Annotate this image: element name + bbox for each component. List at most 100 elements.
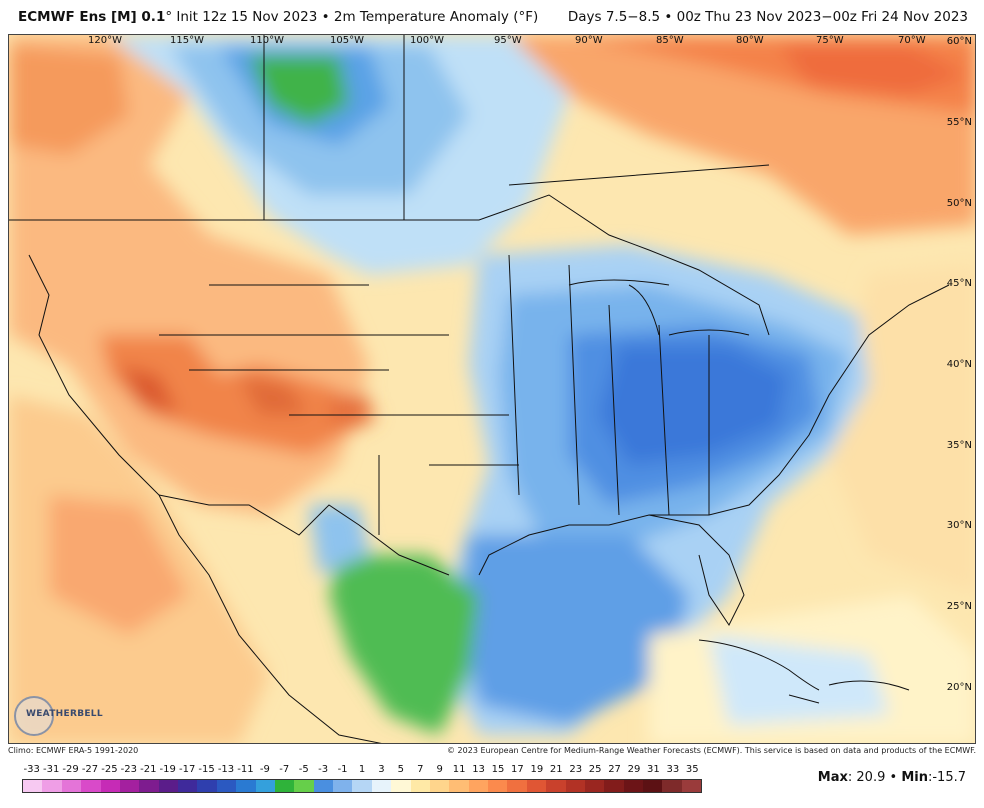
colorbar-tick-label: -13: [217, 764, 235, 775]
colorbar-swatch: [371, 780, 392, 792]
title-separator: •: [321, 9, 330, 25]
colorbar-swatch: [507, 780, 527, 792]
lon-label: 90°W: [575, 35, 603, 46]
colorbar-tick-label: -19: [159, 764, 176, 775]
colorbar-swatch: [81, 780, 101, 792]
colorbar-swatch: [623, 780, 643, 792]
colorbar-tick-label: -15: [198, 764, 215, 775]
colorbar-tick-label: -17: [178, 764, 196, 775]
lon-label: 120°W: [88, 35, 122, 46]
lon-label: 85°W: [656, 35, 684, 46]
lat-label: 45°N: [946, 278, 972, 289]
colorbar-tick-label: 17: [511, 764, 524, 775]
climo-credit: Climo: ECMWF ERA-5 1991-2020: [8, 746, 139, 755]
colorbar-tick-label: -25: [101, 764, 118, 775]
colorbar-tick-label: 23: [569, 764, 583, 775]
colorbar-tick-label: 9: [436, 764, 443, 775]
colorbar-tick-label: 27: [608, 764, 621, 775]
map-canvas: [9, 35, 975, 743]
colorbar-swatch: [429, 780, 450, 792]
init-text: Init 12z 15 Nov 2023: [176, 9, 318, 25]
colorbar-tick-label: 19: [530, 764, 544, 775]
colorbar-tick-label: -29: [62, 764, 79, 775]
variable-name: 2m Temperature Anomaly (°F): [333, 9, 539, 25]
colorbar-swatch: [488, 780, 508, 792]
colorbar-tick-label: -11: [237, 764, 254, 775]
colorbar-swatch: [294, 780, 314, 792]
max-value: 20.9: [856, 770, 886, 785]
colorbar-tick-label: 33: [666, 764, 680, 775]
min-label: Min: [901, 770, 928, 785]
colorbar-tick-label: 11: [452, 764, 466, 775]
credits-bar: Climo: ECMWF ERA-5 1991-2020 © 2023 Euro…: [8, 746, 976, 758]
lon-label: 75°W: [816, 35, 844, 46]
lon-label: 115°W: [170, 35, 204, 46]
colorbar-swatch: [352, 780, 372, 792]
lat-label: 50°N: [946, 198, 972, 209]
logo-text: WEATHERBELL: [26, 709, 103, 719]
colorbar-tick-label: -9: [259, 764, 270, 775]
lat-label: 55°N: [946, 117, 972, 128]
map-title: ECMWF Ens [M] 0.1° Init 12z 15 Nov 2023 …: [18, 0, 538, 34]
colorbar-swatch: [119, 780, 140, 792]
colorbar-tick-label: 29: [627, 764, 641, 775]
colorbar-tick-label: 7: [417, 764, 424, 775]
colorbar-swatch: [584, 780, 605, 792]
colorbar-tick-label: 5: [397, 764, 405, 775]
colorbar-tick-label: -33: [23, 764, 40, 775]
ecmwf-copyright: © 2023 European Centre for Medium-Range …: [447, 746, 976, 755]
colorbar-tick-label: 15: [491, 764, 505, 775]
colorbar-tick-label: 21: [549, 764, 563, 775]
lat-label: 35°N: [946, 440, 972, 451]
colorbar-labels: -33 -31 -29 -27 -25 -23 -21 -19 -17 -15 -13 -11 -9 -7…: [8, 764, 708, 778]
weatherbell-logo: WEATHERBELL: [14, 696, 103, 738]
colorbar: [22, 779, 702, 793]
borders: [9, 35, 950, 743]
colorbar-tick-label: 1: [358, 764, 366, 775]
colorbar-swatch: [449, 780, 469, 792]
colorbar-swatch: [158, 780, 178, 792]
lat-label: 30°N: [946, 520, 972, 531]
colorbar-swatch: [313, 780, 333, 792]
colorbar-swatch: [604, 780, 624, 792]
colorbar-swatch: [100, 780, 120, 792]
colorbar-tick-label: 35: [685, 764, 699, 775]
caribbean-islands: [698, 639, 910, 704]
colorbar-tick-label: -3: [318, 764, 329, 775]
colorbar-swatch: [546, 780, 566, 792]
colorbar-tick-label: -23: [120, 764, 138, 775]
lon-label: 105°W: [330, 35, 364, 46]
lon-label: 70°W: [898, 35, 926, 46]
colorbar-swatch: [643, 780, 663, 792]
colorbar-swatch: [662, 780, 682, 792]
lon-label: 80°W: [736, 35, 764, 46]
colorbar-swatch: [468, 780, 488, 792]
colorbar-swatch: [333, 780, 353, 792]
colorbar-tick-label: -5: [298, 764, 309, 775]
lon-label: 110°W: [250, 35, 284, 46]
colorbar-tick-label: -31: [42, 764, 60, 775]
colorbar-swatch: [410, 780, 430, 792]
colorbar-swatch: [391, 780, 411, 792]
colorbar-swatch: [565, 780, 585, 792]
map-header: ECMWF Ens [M] 0.1° Init 12z 15 Nov 2023 …: [0, 0, 984, 34]
model-name: ECMWF Ens [M] 0.1: [18, 9, 166, 25]
colorbar-tick-label: 3: [378, 764, 385, 775]
lat-label: 60°N: [946, 36, 972, 47]
colorbar-swatch: [681, 780, 702, 792]
degree-symbol: °: [165, 9, 173, 25]
colorbar-swatch: [139, 780, 159, 792]
colorbar-swatch: [61, 780, 82, 792]
colorbar-swatch: [23, 780, 43, 792]
min-value: -15.7: [932, 770, 966, 785]
colorbar-swatch: [255, 780, 275, 792]
colorbar-tick-label: 13: [472, 764, 485, 775]
anomaly-field: [9, 35, 975, 743]
colorbar-tick-label: 31: [647, 764, 660, 775]
colorbar-swatch: [526, 780, 547, 792]
colorbar-swatch: [197, 780, 217, 792]
colorbar-tick-label: -1: [337, 764, 348, 775]
colorbar-swatch: [178, 780, 198, 792]
lon-label: 100°W: [410, 35, 444, 46]
logo-ring-icon: [14, 696, 54, 736]
